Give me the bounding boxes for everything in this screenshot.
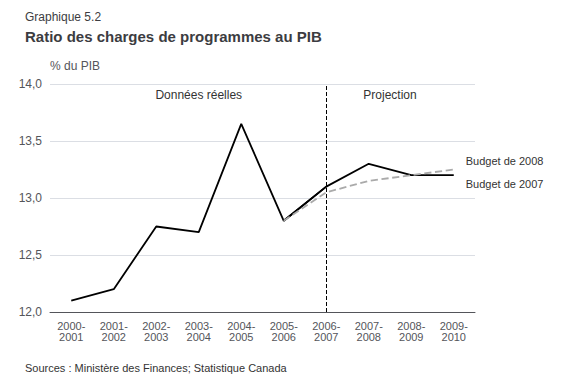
svg-text:13,5: 13,5 [19, 134, 43, 148]
svg-text:12,0: 12,0 [19, 305, 43, 319]
svg-text:2004-: 2004- [227, 319, 256, 332]
svg-text:Ratio des charges de programme: Ratio des charges de programmes au PIB [25, 28, 322, 45]
svg-text:2007-: 2007- [354, 319, 383, 332]
svg-text:% du PIB: % du PIB [50, 59, 100, 73]
svg-text:14,0: 14,0 [19, 77, 43, 91]
svg-text:Projection: Projection [363, 88, 416, 102]
svg-text:2006-: 2006- [312, 319, 341, 332]
svg-text:13,0: 13,0 [19, 191, 43, 205]
svg-text:2008-: 2008- [397, 319, 426, 332]
svg-text:2009: 2009 [399, 331, 423, 343]
svg-text:Budget de 2008: Budget de 2008 [466, 155, 544, 167]
svg-text:2001-: 2001- [99, 319, 128, 332]
svg-text:12,5: 12,5 [19, 248, 43, 262]
svg-text:Données réelles: Données réelles [155, 88, 242, 102]
svg-text:2002-: 2002- [142, 319, 171, 332]
svg-text:2008: 2008 [357, 331, 381, 343]
svg-text:2003-: 2003- [184, 319, 213, 332]
svg-text:2003: 2003 [144, 331, 168, 343]
svg-text:Budget de 2007: Budget de 2007 [466, 178, 544, 190]
svg-text:2002: 2002 [102, 331, 126, 343]
svg-text:2005-: 2005- [269, 319, 298, 332]
svg-text:2010: 2010 [442, 331, 466, 343]
svg-text:Graphique 5.2: Graphique 5.2 [25, 10, 101, 24]
svg-text:2004: 2004 [187, 331, 211, 343]
svg-text:2009-: 2009- [439, 319, 468, 332]
svg-text:2005: 2005 [229, 331, 253, 343]
svg-text:Sources : Ministère des Financ: Sources : Ministère des Finances; Statis… [25, 362, 288, 374]
svg-text:2006: 2006 [272, 331, 296, 343]
svg-text:2000-: 2000- [57, 319, 86, 332]
svg-text:2007: 2007 [314, 331, 338, 343]
svg-text:2001: 2001 [59, 331, 83, 343]
